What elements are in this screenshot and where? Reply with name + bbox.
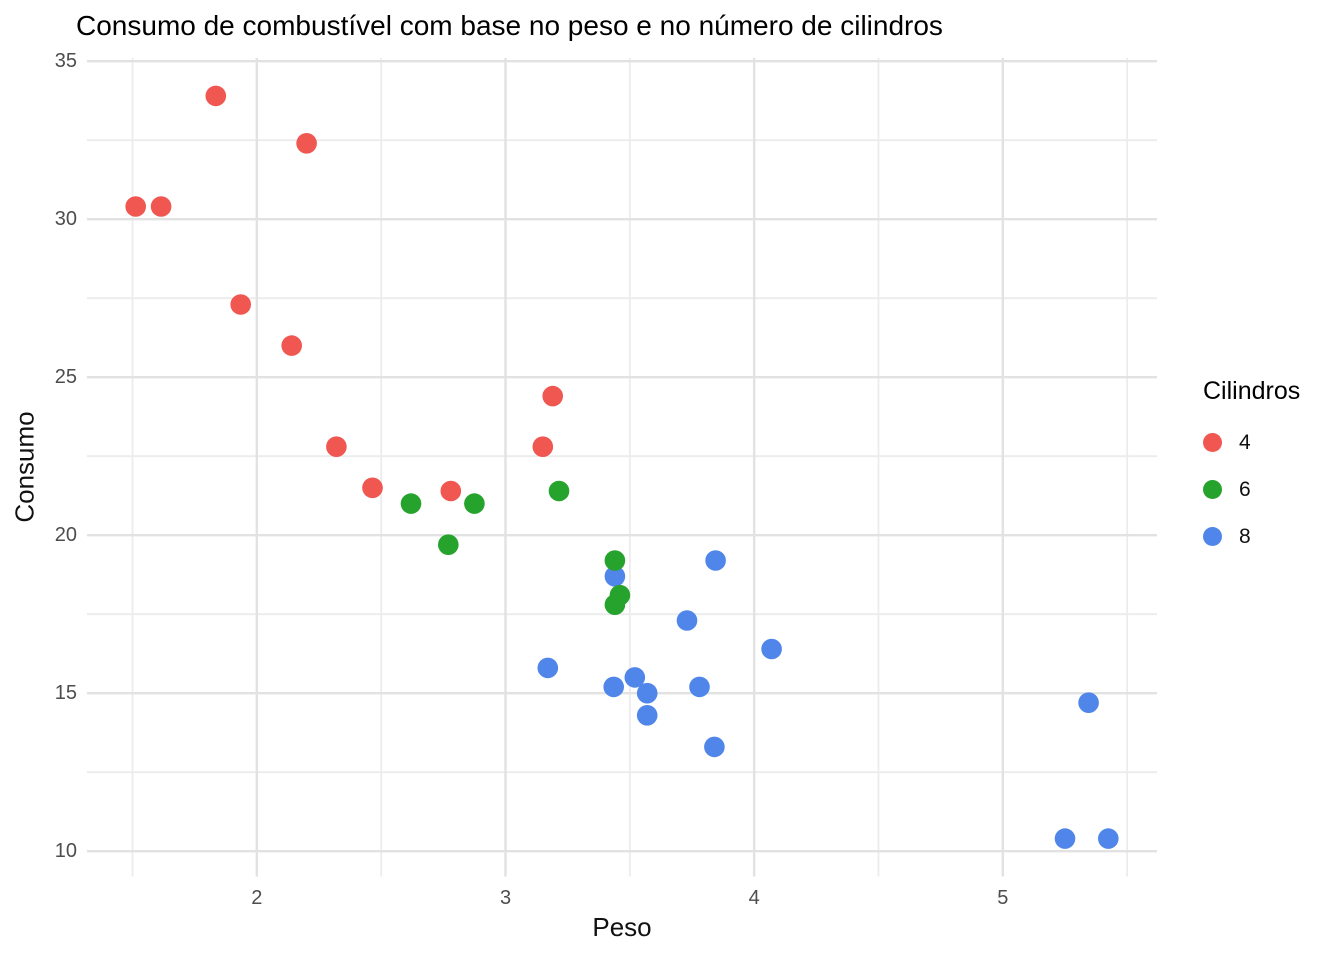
data-point-cyl-8: [537, 657, 559, 679]
x-tick-label-2: 2: [251, 887, 263, 909]
legend-key-dot-6: [1203, 480, 1222, 499]
x-tick-label-3: 3: [499, 887, 512, 909]
data-point-cyl-8: [705, 550, 726, 571]
y-tick-label-25: 25: [54, 366, 77, 389]
data-point-cyl-8: [636, 682, 658, 704]
data-point-cyl-4: [542, 385, 563, 407]
legend-key-label-4: 4: [1239, 430, 1251, 454]
data-point-cyl-8: [689, 676, 710, 698]
x-tick-label-4: 4: [748, 887, 760, 909]
y-tick-label-20: 20: [54, 524, 77, 547]
legend-key-label-8: 8: [1239, 524, 1251, 548]
y-tick-label-15: 15: [54, 682, 77, 705]
data-point-cyl-8: [1054, 828, 1076, 849]
x-axis-title: Peso: [592, 912, 652, 942]
y-tick-label-35: 35: [54, 50, 77, 73]
data-point-cyl-8: [704, 736, 725, 758]
data-point-cyl-4: [125, 196, 146, 217]
data-point-cyl-6: [604, 550, 626, 571]
legend-item-6: 6: [1203, 466, 1300, 513]
data-point-cyl-6: [548, 480, 570, 502]
data-point-cyl-4: [281, 335, 303, 356]
data-point-cyl-8: [636, 705, 658, 726]
data-point-cyl-4: [205, 85, 227, 107]
data-point-cyl-6: [464, 493, 485, 514]
chart-title: Consumo de combustível com base no peso …: [76, 10, 943, 41]
legend-title: Cilindros: [1203, 377, 1301, 405]
y-tick-label-10: 10: [54, 840, 77, 863]
data-point-cyl-6: [400, 493, 422, 514]
legend: Cilindros 4 6 8: [1203, 377, 1300, 560]
legend-item-8: 8: [1203, 513, 1300, 560]
legend-item-4: 4: [1203, 419, 1300, 466]
data-point-cyl-8: [1078, 692, 1099, 713]
data-point-cyl-8: [604, 566, 626, 587]
x-tick-label-5: 5: [997, 887, 1009, 909]
data-point-cyl-6: [438, 534, 459, 555]
data-point-cyl-4: [150, 196, 172, 217]
legend-key-dot-4: [1203, 433, 1222, 452]
legend-key-dot-8: [1203, 527, 1222, 546]
data-point-cyl-4: [326, 436, 347, 458]
legend-items: 4 6 8: [1203, 419, 1300, 560]
data-point-cyl-8: [624, 667, 646, 688]
data-point-cyl-4: [440, 480, 462, 502]
data-point-cyl-8: [603, 676, 624, 698]
data-point-cyl-8: [1098, 828, 1119, 849]
data-point-cyl-8: [676, 610, 698, 631]
y-tick-label-30: 30: [54, 208, 77, 231]
data-point-cyl-4: [362, 477, 383, 499]
data-point-cyl-4: [532, 436, 554, 458]
data-point-cyl-8: [761, 638, 782, 660]
data-point-cyl-6: [604, 594, 626, 615]
legend-key-label-6: 6: [1239, 477, 1251, 501]
data-point-cyl-4: [230, 294, 251, 315]
data-point-cyl-4: [296, 133, 317, 154]
y-axis-title: Consumo: [9, 411, 40, 523]
